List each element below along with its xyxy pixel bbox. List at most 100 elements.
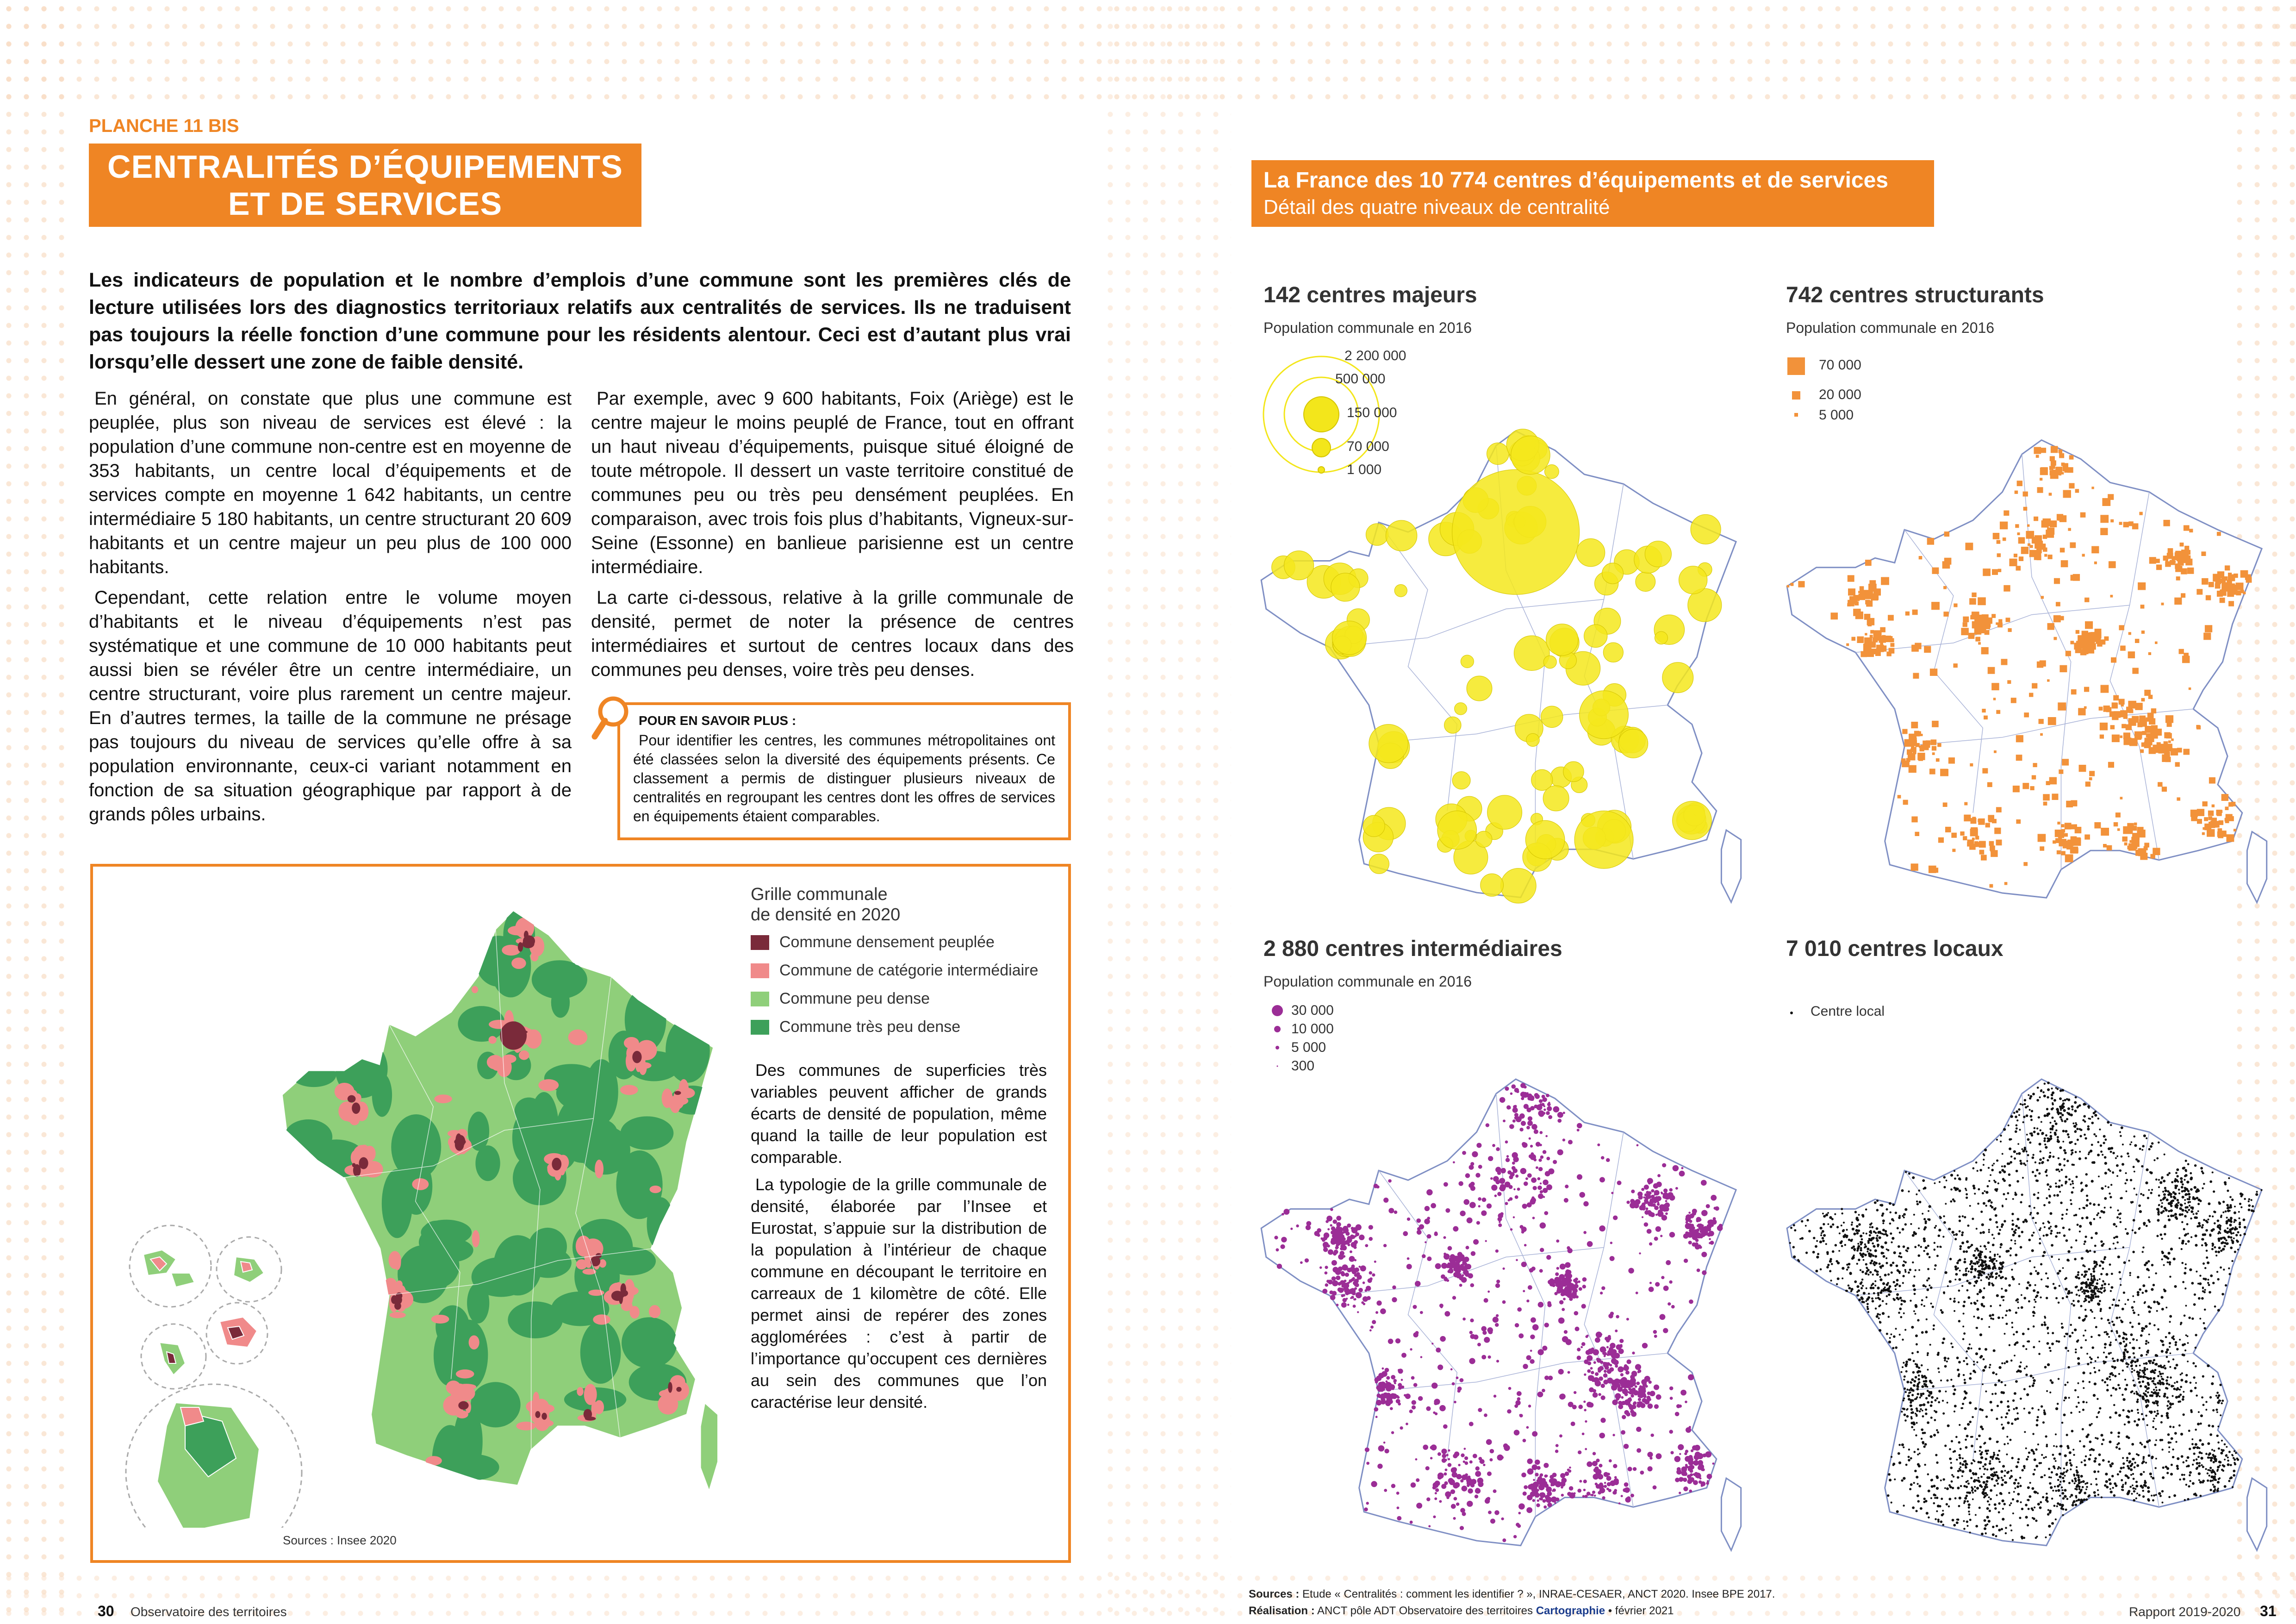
legend-label: 20 000 [1819,387,1861,402]
centre-bubble [1284,551,1313,580]
intermediate-area [471,986,479,993]
legend-label: 5 000 [1819,407,1854,423]
low-density-area [638,1328,671,1368]
centre-bubble [1514,636,1549,670]
france-outline [1261,1079,1736,1545]
centre-bubble [1332,621,1367,655]
low-density-area [620,1116,674,1150]
centre-bubble [1444,717,1462,733]
low-density-area [291,1063,336,1087]
centre-bubble [1369,725,1408,763]
legend-label: 150 000 [1347,405,1397,420]
intermediate-area [394,1255,401,1270]
section-label: PLANCHE 11 BIS [89,116,239,136]
dense-area [676,1387,682,1392]
inset-island [143,1249,195,1288]
centre-bubble [1531,769,1553,790]
low-density-area [531,960,587,999]
legend-circle [1312,438,1331,457]
low-density-area [453,1406,483,1477]
map-content [1855,1093,2193,1517]
intermediate-area [584,1384,597,1405]
centre-bubble [1511,436,1550,475]
low-density-area [421,1219,472,1245]
legend-label: 1 000 [1347,462,1382,477]
dot-pattern [1101,0,1231,1624]
intermediate-area [455,1369,474,1379]
inset-circle [125,1383,303,1528]
intermediate-area [507,925,526,936]
dense-area [352,1102,361,1114]
centre-bubble [1366,524,1388,545]
inset-circle [205,1302,268,1365]
size-legend [1263,356,1380,474]
legend-label: Commune de catégorie intermédiaire [779,962,1039,979]
low-density-area [580,1321,621,1384]
centre-bubble [1574,811,1633,869]
centre-bubble [1655,631,1668,644]
dense-area [541,1412,547,1420]
map-source: Sources : Insee 2020 [283,1533,397,1547]
header-title: La France des 10 774 centres d’équipemen… [1263,168,1888,193]
intermediate-area [649,1186,661,1193]
blank [648,120,1101,236]
intermediate-area [623,1037,639,1049]
centre-bubble [1580,691,1629,739]
intermediate-area [468,1335,479,1349]
credits-label: Réalisation : [1249,1605,1315,1617]
info-text: Pour identifier les centres, les commune… [633,732,1055,824]
centre-bubble [1679,566,1707,594]
centre-bubble [1563,762,1584,782]
intermediate-area [412,1178,429,1190]
centre-bubble [1688,588,1722,622]
centre-bubble [1691,514,1721,544]
icon-lens [598,696,628,727]
credits-line: Réalisation : ANCT pôle ADT Observatoire… [1249,1605,1674,1618]
centre-bubble [1673,801,1712,840]
legend-square [1794,413,1798,417]
legend-label: Commune densement peuplée [779,933,995,951]
corsica-outline [1721,830,1741,902]
centre-bubble [1394,584,1407,597]
legend-swatch [751,991,769,1006]
low-density-area [508,1301,563,1338]
intermediate-area [511,957,526,969]
dot-pattern [0,1569,2296,1624]
legend-label: 5 000 [1291,1040,1326,1055]
inset-circle [140,1323,207,1390]
centre-bubble [1543,786,1569,811]
corsica-outline [2247,832,2266,903]
centre-bubble [1386,520,1417,551]
intermediate-area [456,1410,468,1418]
dense-area [590,1256,601,1267]
dense-area [535,1411,541,1418]
centre-bubble [1584,625,1607,647]
sources-text: Etude « Centralités : comment les identi… [1302,1588,1775,1600]
inset-circle [129,1224,212,1308]
legend-label: Commune très peu dense [779,1018,961,1036]
intermediate-area [488,1036,497,1044]
sources-line: Sources : Etude « Centralités : comment … [1249,1588,1775,1601]
title-line: ET DE SERVICES [228,186,503,222]
low-density-area [475,1145,500,1181]
centre-bubble [1602,563,1624,584]
info-box: POUR EN SAVOIR PLUS : Pour identifier le… [617,702,1071,840]
panel-title: 7 010 centres locaux [1786,937,2004,961]
intermediate-area [538,1079,559,1092]
dense-area [620,1290,628,1297]
dense-area [353,1164,361,1177]
legend-label: 30 000 [1291,1003,1334,1018]
dense-area [632,1051,642,1063]
credits-text: ANCT pôle ADT Observatoire des territoir… [1317,1605,1533,1617]
text-column: Par exemple, avec 9 600 habitants, Foix … [591,387,1074,688]
sources-label: Sources : [1249,1588,1300,1600]
legend-square [1792,391,1800,400]
overseas-insets [125,1224,303,1528]
credits-highlight: Cartographie [1536,1605,1605,1617]
low-density-area [413,1243,460,1289]
title-line: CENTRALITÉS D’ÉQUIPEMENTS [107,149,623,185]
intermediate-area [599,1259,606,1268]
intermediate-area [588,1289,604,1296]
legend-item: Commune densement peuplée [751,933,1038,951]
low-density-area [524,1247,572,1278]
